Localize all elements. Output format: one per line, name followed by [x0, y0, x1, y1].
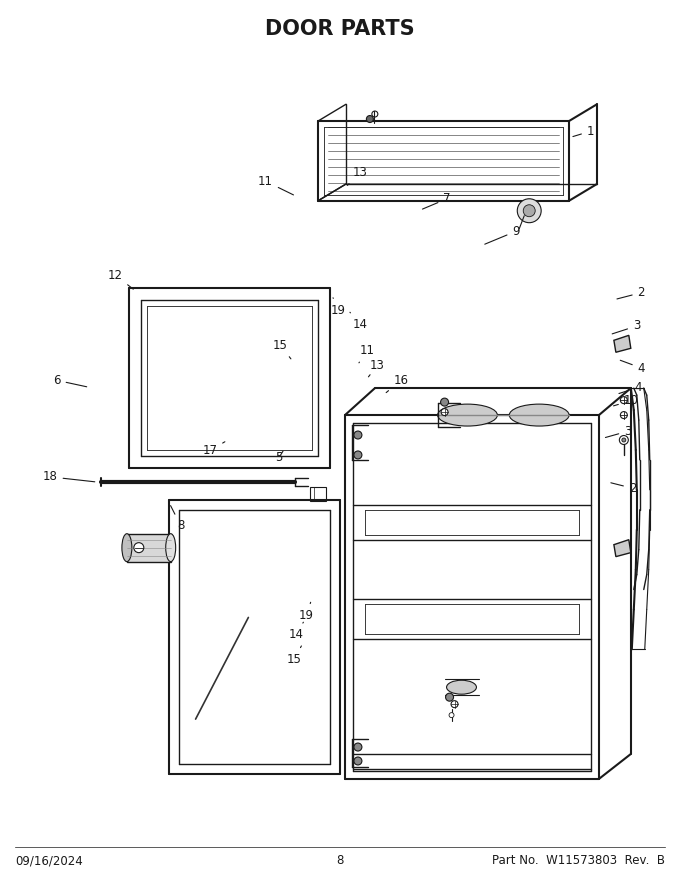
Circle shape — [134, 543, 143, 553]
Text: 18: 18 — [43, 470, 95, 483]
Text: 8: 8 — [337, 854, 343, 867]
Circle shape — [449, 713, 454, 717]
Text: 19: 19 — [299, 602, 313, 622]
Text: 8: 8 — [171, 506, 184, 532]
Text: 09/16/2024: 09/16/2024 — [16, 854, 83, 867]
Text: 15: 15 — [273, 339, 291, 359]
Circle shape — [441, 408, 448, 415]
Text: 19: 19 — [331, 297, 346, 317]
Text: 13: 13 — [347, 166, 368, 186]
Text: 1: 1 — [573, 125, 594, 137]
Text: 5: 5 — [275, 451, 283, 464]
Circle shape — [354, 743, 362, 751]
Circle shape — [620, 397, 628, 404]
Circle shape — [451, 700, 458, 708]
Text: 6: 6 — [53, 374, 87, 387]
Circle shape — [445, 693, 454, 701]
Text: 4: 4 — [619, 381, 642, 394]
Text: Part No.  W11573803  Rev.  B: Part No. W11573803 Rev. B — [492, 854, 664, 867]
Text: 2: 2 — [611, 481, 636, 495]
Text: 13: 13 — [369, 359, 385, 377]
Text: 14: 14 — [288, 622, 303, 642]
Text: 17: 17 — [203, 442, 225, 457]
Polygon shape — [614, 335, 631, 352]
Text: 12: 12 — [107, 268, 133, 290]
Circle shape — [367, 115, 373, 122]
Ellipse shape — [438, 404, 497, 426]
Ellipse shape — [122, 533, 132, 561]
Text: DOOR PARTS: DOOR PARTS — [265, 19, 415, 40]
Polygon shape — [127, 533, 171, 561]
Text: 16: 16 — [386, 374, 409, 392]
Polygon shape — [614, 539, 631, 557]
Circle shape — [441, 398, 449, 406]
Circle shape — [372, 111, 378, 117]
Ellipse shape — [447, 680, 477, 694]
Circle shape — [622, 438, 626, 442]
Circle shape — [354, 431, 362, 439]
Text: 7: 7 — [422, 192, 451, 209]
Circle shape — [354, 451, 362, 459]
Text: 4: 4 — [620, 360, 645, 375]
Circle shape — [619, 436, 628, 444]
Ellipse shape — [166, 533, 175, 561]
Text: 3: 3 — [612, 319, 641, 334]
Circle shape — [517, 199, 541, 223]
Circle shape — [620, 412, 628, 419]
Circle shape — [523, 205, 535, 216]
Bar — [310, 487, 326, 501]
Ellipse shape — [509, 404, 569, 426]
Text: 15: 15 — [286, 646, 301, 666]
Text: 2: 2 — [617, 286, 645, 299]
Text: 14: 14 — [350, 312, 368, 331]
Text: 3: 3 — [605, 425, 632, 437]
Circle shape — [354, 757, 362, 765]
Text: 11: 11 — [359, 344, 375, 363]
Text: 10: 10 — [613, 394, 639, 407]
Text: 11: 11 — [258, 175, 294, 194]
Text: 9: 9 — [485, 224, 520, 244]
